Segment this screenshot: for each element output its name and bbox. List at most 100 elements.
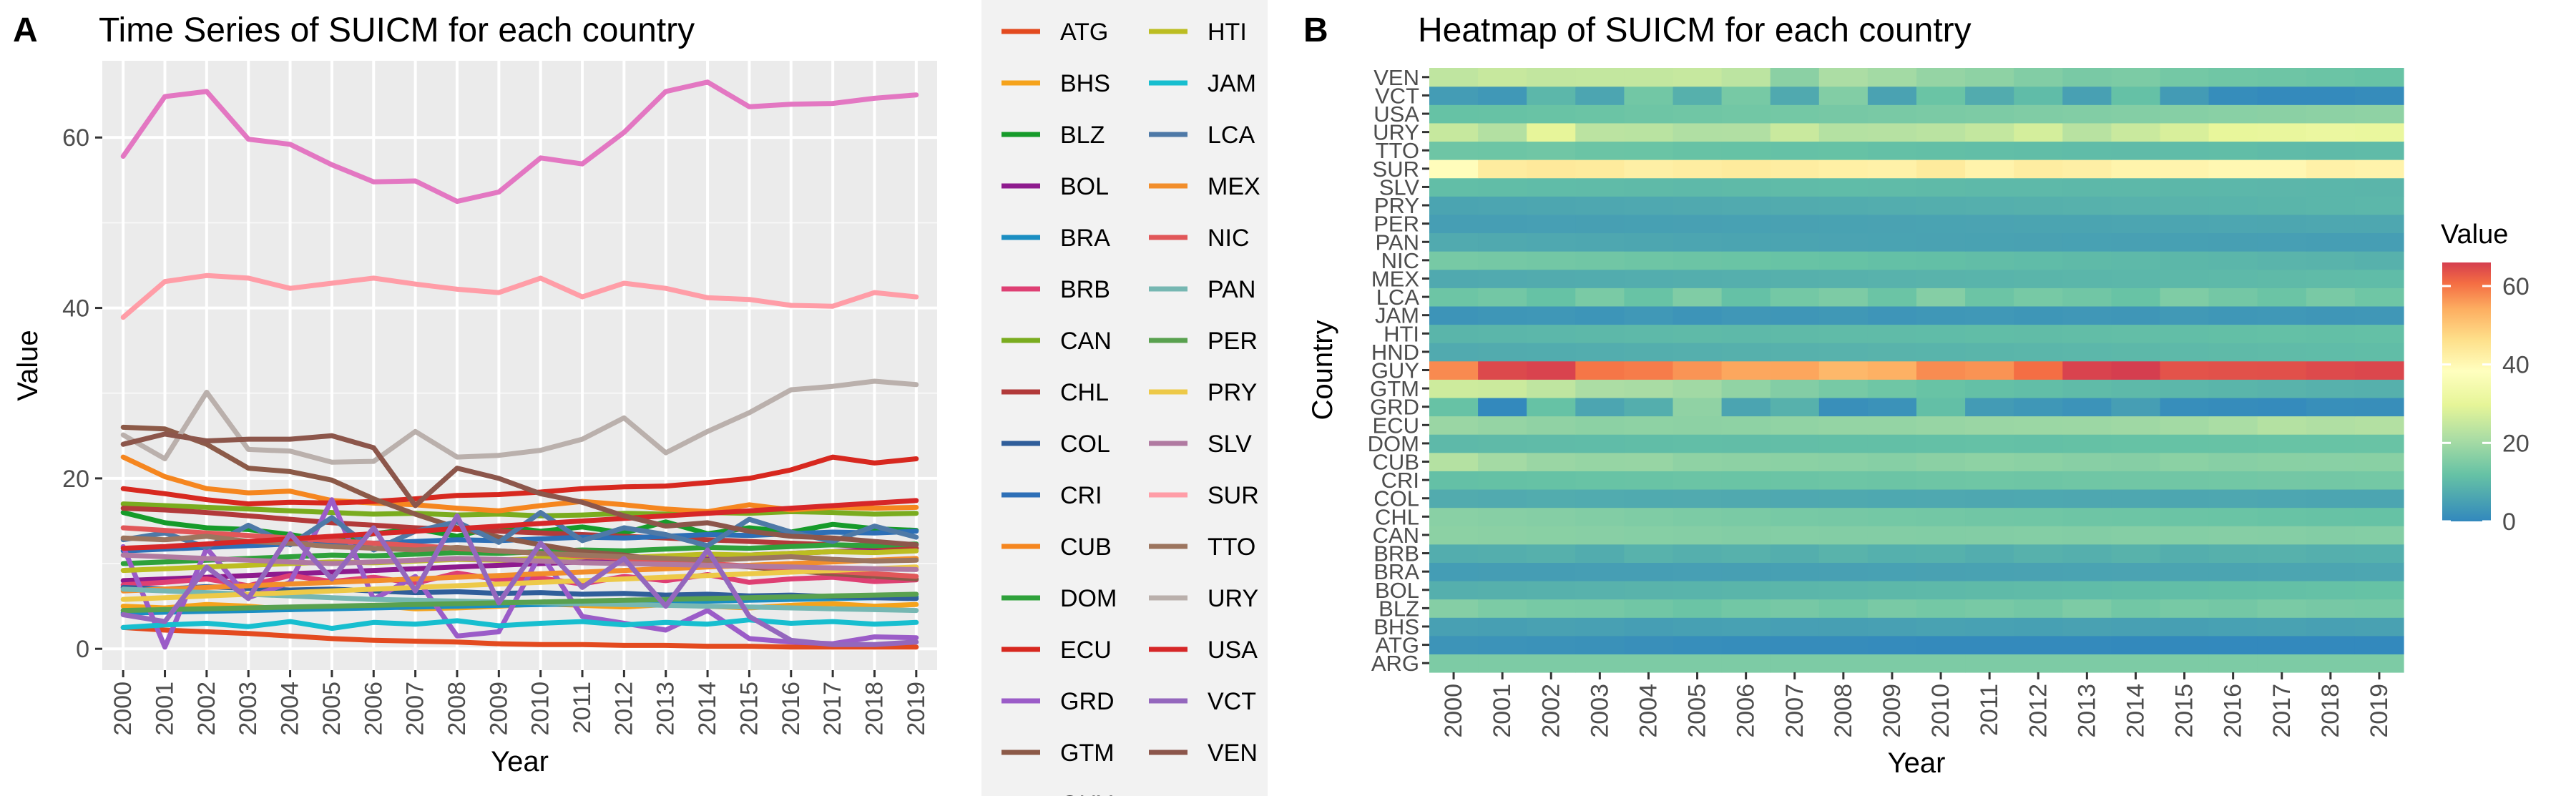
series-line-lca — [120, 510, 919, 553]
heatmap-cell — [1916, 251, 1966, 270]
x-tick-label: 2002 — [1537, 684, 1564, 738]
heatmap-cell — [1721, 177, 1771, 197]
heatmap-cell — [2257, 471, 2307, 490]
heatmap-cell — [1527, 232, 1576, 252]
heatmap-cell — [1478, 397, 1527, 417]
y-tick-label: 20 — [62, 466, 89, 493]
heatmap-cell — [1575, 654, 1625, 673]
heatmap-cell — [1575, 324, 1625, 343]
heatmap-cell — [2014, 488, 2063, 508]
heatmap-cell — [2062, 544, 2112, 563]
heatmap-cell — [2257, 68, 2307, 87]
heatmap-cell — [1770, 214, 1820, 234]
heatmap-cell — [2306, 159, 2356, 179]
heatmap-cell — [2160, 452, 2210, 471]
heatmap-cell — [2354, 617, 2404, 637]
heatmap-cell — [1916, 86, 1966, 105]
heatmap-cell — [2160, 397, 2210, 417]
heatmap-cell — [1429, 416, 1479, 435]
heatmap-cell — [1527, 159, 1576, 179]
heatmap-cell — [1770, 305, 1820, 325]
panel-b-heatmap-cells — [1429, 68, 2404, 673]
heatmap-cell — [1478, 269, 1527, 288]
panel-b: B Heatmap of SUICM for each country ARGA… — [1303, 11, 2530, 779]
x-tick-label: 2010 — [527, 682, 554, 736]
legend-label-pry: PRY — [1208, 379, 1257, 406]
heatmap-cell — [1478, 654, 1527, 673]
heatmap-cell — [2354, 471, 2404, 490]
heatmap-cell — [1770, 177, 1820, 197]
heatmap-cell — [2014, 288, 2063, 307]
heatmap-cell — [2014, 617, 2063, 637]
heatmap-cell — [1770, 104, 1820, 124]
heatmap-cell — [1721, 471, 1771, 490]
x-tick-label: 2018 — [2317, 684, 2344, 738]
heatmap-cell — [1478, 251, 1527, 270]
heatmap-cell — [1429, 635, 1479, 654]
heatmap-cell — [2160, 324, 2210, 343]
heatmap-cell — [1624, 488, 1674, 508]
legend-label-pan: PAN — [1208, 276, 1255, 303]
heatmap-cell — [2014, 122, 2063, 142]
x-tick-label: 2008 — [1830, 684, 1857, 738]
heatmap-cell — [1429, 379, 1479, 398]
country-tick-label: CHL — [1375, 504, 1419, 529]
heatmap-cell — [1478, 544, 1527, 563]
x-tick-label: 2001 — [1489, 684, 1516, 738]
heatmap-cell — [2062, 434, 2112, 453]
heatmap-cell — [1867, 177, 1917, 197]
heatmap-cell — [2208, 416, 2258, 435]
heatmap-cell — [2257, 526, 2307, 545]
country-tick-label: CRI — [1381, 468, 1419, 493]
heatmap-cell — [1965, 159, 2014, 179]
heatmap-cell — [1673, 397, 1723, 417]
heatmap-cell — [1575, 360, 1625, 380]
x-tick-label: 2005 — [1684, 684, 1711, 738]
legend-label-nic: NIC — [1208, 225, 1250, 252]
legend-label-atg: ATG — [1060, 19, 1108, 46]
heatmap-cell — [1867, 562, 1917, 581]
panel-a: A Time Series of SUICM for each country … — [12, 11, 937, 777]
heatmap-cell — [2111, 654, 2161, 673]
heatmap-cell — [1478, 196, 1527, 215]
heatmap-cell — [1770, 86, 1820, 105]
heatmap-cell — [2062, 471, 2112, 490]
heatmap-cell — [2062, 232, 2112, 252]
heatmap-cell — [1575, 141, 1625, 160]
heatmap-cell — [1818, 635, 1869, 654]
heatmap-cell — [1965, 343, 2014, 362]
country-tick-label: BRA — [1373, 559, 1419, 584]
heatmap-cell — [1867, 159, 1917, 179]
heatmap-cell — [1673, 288, 1723, 307]
heatmap-cell — [1721, 416, 1771, 435]
heatmap-cell — [1818, 617, 1869, 637]
heatmap-cell — [1673, 544, 1723, 563]
heatmap-cell — [1624, 617, 1674, 637]
heatmap-cell — [1770, 599, 1820, 618]
country-tick-label: PAN — [1376, 230, 1419, 255]
heatmap-cell — [2354, 324, 2404, 343]
x-tick-label: 2014 — [2122, 684, 2149, 738]
heatmap-cell — [1575, 104, 1625, 124]
heatmap-cell — [2354, 379, 2404, 398]
heatmap-cell — [1673, 580, 1723, 600]
heatmap-cell — [1965, 251, 2014, 270]
panel-b-x-axis-label: Year — [1888, 747, 1946, 779]
heatmap-cell — [1527, 360, 1576, 380]
heatmap-cell — [1478, 507, 1527, 526]
heatmap-cell — [2306, 471, 2356, 490]
heatmap-cell — [1527, 580, 1576, 600]
heatmap-cell — [1527, 305, 1576, 325]
heatmap-cell — [1624, 288, 1674, 307]
heatmap-cell — [1867, 68, 1917, 87]
x-tick-label: 2000 — [1440, 684, 1467, 738]
heatmap-cell — [1429, 122, 1479, 142]
heatmap-cell — [2160, 654, 2210, 673]
heatmap-cell — [1770, 544, 1820, 563]
heatmap-cell — [1916, 526, 1966, 545]
heatmap-cell — [2062, 507, 2112, 526]
country-tick-label: BOL — [1375, 578, 1419, 603]
heatmap-cell — [2257, 104, 2307, 124]
heatmap-cell — [2111, 471, 2161, 490]
heatmap-cell — [2111, 416, 2161, 435]
